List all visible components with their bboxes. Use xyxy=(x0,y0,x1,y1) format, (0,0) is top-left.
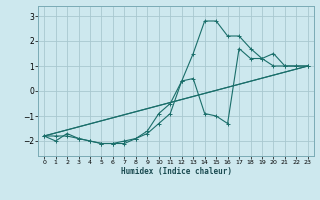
X-axis label: Humidex (Indice chaleur): Humidex (Indice chaleur) xyxy=(121,167,231,176)
